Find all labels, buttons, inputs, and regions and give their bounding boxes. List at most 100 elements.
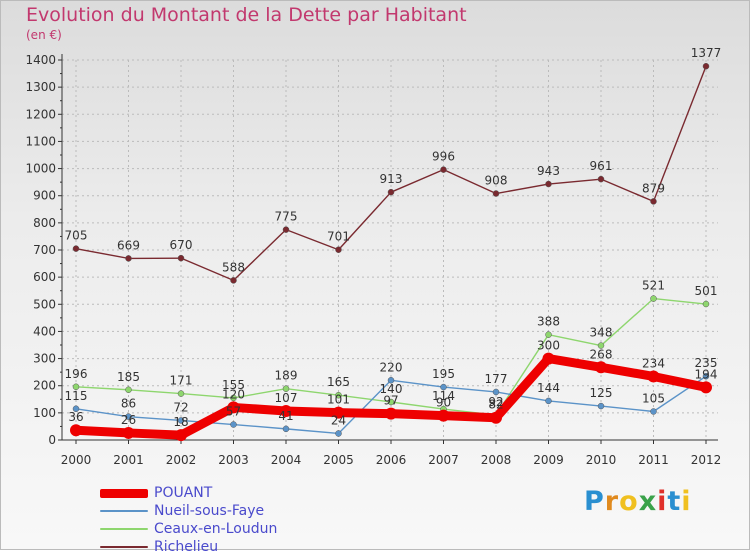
data-point-richelieu bbox=[335, 246, 342, 253]
data-label-richelieu: 913 bbox=[380, 172, 403, 186]
data-label-richelieu: 908 bbox=[485, 174, 508, 188]
data-point-nueil-sous-faye bbox=[335, 430, 342, 437]
y-tick-label: 1000 bbox=[25, 162, 56, 176]
legend-label: Nueil-sous-Faye bbox=[154, 503, 265, 519]
legend-swatch bbox=[100, 488, 148, 498]
y-tick-label: 800 bbox=[33, 216, 56, 230]
data-point-richelieu bbox=[597, 175, 605, 183]
data-point-ceaux-en-loudun bbox=[650, 295, 657, 302]
x-tick-label: 2008 bbox=[481, 453, 512, 467]
y-tick-label: 700 bbox=[33, 243, 56, 257]
x-tick-label: 2010 bbox=[586, 453, 617, 467]
legend-swatch bbox=[100, 528, 148, 530]
legend-swatch bbox=[100, 510, 148, 512]
y-tick-label: 400 bbox=[33, 324, 56, 338]
data-point-pouant bbox=[332, 406, 345, 419]
legend-label: POUANT bbox=[154, 485, 213, 501]
logo-letter: i bbox=[657, 486, 668, 517]
data-point-nueil-sous-faye bbox=[230, 421, 237, 428]
data-point-richelieu bbox=[650, 198, 657, 205]
legend-item-nueil-sous-faye: Nueil-sous-Faye bbox=[100, 502, 277, 520]
x-tick-label: 2012 bbox=[691, 453, 722, 467]
data-point-nueil-sous-faye bbox=[440, 383, 447, 391]
logo-letter: o bbox=[619, 486, 639, 517]
data-point-nueil-sous-faye bbox=[177, 417, 185, 424]
y-tick-label: 600 bbox=[33, 270, 56, 284]
data-label-richelieu: 670 bbox=[170, 238, 193, 252]
y-tick-label: 0 bbox=[48, 433, 56, 447]
data-label-richelieu: 775 bbox=[275, 210, 298, 224]
y-tick-label: 1100 bbox=[25, 134, 56, 148]
data-label-richelieu: 943 bbox=[537, 164, 560, 178]
x-tick-label: 2009 bbox=[533, 453, 564, 467]
data-point-nueil-sous-faye bbox=[650, 408, 657, 415]
data-point-richelieu bbox=[440, 166, 447, 173]
data-label-pouant: 101 bbox=[327, 393, 350, 407]
data-point-richelieu bbox=[177, 254, 185, 262]
data-point-ceaux-en-loudun bbox=[545, 331, 552, 338]
data-point-richelieu bbox=[125, 255, 132, 262]
data-label-ceaux-en-loudun: 521 bbox=[642, 279, 665, 293]
data-point-richelieu bbox=[282, 226, 290, 233]
data-label-richelieu: 996 bbox=[432, 150, 455, 164]
data-label-ceaux-en-loudun: 114 bbox=[432, 389, 455, 403]
data-label-ceaux-en-loudun: 171 bbox=[170, 374, 193, 388]
chart-subtitle: (en €) bbox=[26, 28, 62, 42]
data-labels-layer: 705 669 670 588 775 701 913 996 908 943 961 879 1377… bbox=[65, 46, 722, 429]
data-label-nueil-sous-faye: 24 bbox=[331, 413, 346, 427]
data-label-nueil-sous-faye: 177 bbox=[485, 372, 508, 386]
legend: POUANT Nueil-sous-Faye Ceaux-en-Loudun Rich… bbox=[100, 484, 277, 556]
data-point-pouant bbox=[280, 404, 292, 417]
data-point-pouant bbox=[647, 370, 660, 383]
data-point-ceaux-en-loudun bbox=[597, 342, 605, 349]
data-point-pouant bbox=[122, 426, 135, 439]
data-label-ceaux-en-loudun: 140 bbox=[380, 382, 403, 396]
data-label-nueil-sous-faye: 220 bbox=[380, 360, 403, 374]
y-tick-label: 1400 bbox=[25, 53, 56, 67]
series-layer bbox=[70, 62, 712, 442]
y-tick-label: 300 bbox=[33, 352, 56, 366]
y-tick-label: 900 bbox=[33, 189, 56, 203]
data-label-richelieu: 961 bbox=[590, 159, 613, 173]
data-point-nueil-sous-faye bbox=[702, 372, 710, 380]
data-label-ceaux-en-loudun: 155 bbox=[222, 378, 245, 392]
data-label-ceaux-en-loudun: 388 bbox=[537, 315, 560, 329]
chart-title: Evolution du Montant de la Dette par Hab… bbox=[26, 4, 467, 26]
data-point-pouant bbox=[385, 407, 397, 420]
data-label-nueil-sous-faye: 195 bbox=[432, 367, 455, 381]
data-label-pouant: 90 bbox=[436, 396, 451, 410]
legend-label: Ceaux-en-Loudun bbox=[154, 521, 278, 537]
data-label-richelieu: 879 bbox=[642, 181, 665, 195]
data-point-ceaux-en-loudun bbox=[335, 391, 342, 399]
x-tick-label: 2006 bbox=[376, 453, 407, 467]
data-point-nueil-sous-faye bbox=[492, 388, 500, 396]
x-tick-label: 2005 bbox=[323, 453, 354, 467]
y-tick-label: 500 bbox=[33, 297, 56, 311]
data-label-pouant: 36 bbox=[68, 410, 83, 424]
data-label-pouant: 234 bbox=[642, 356, 665, 370]
y-tick-label: 100 bbox=[33, 406, 56, 420]
data-label-richelieu: 669 bbox=[117, 238, 140, 252]
legend-label: Richelieu bbox=[154, 539, 219, 555]
data-point-nueil-sous-faye bbox=[125, 413, 132, 420]
legend-swatch bbox=[100, 546, 148, 548]
data-label-pouant: 82 bbox=[488, 398, 503, 412]
logo-letter: i bbox=[681, 486, 692, 517]
data-label-pouant: 120 bbox=[222, 387, 245, 401]
data-label-ceaux-en-loudun: 92 bbox=[488, 395, 503, 409]
logo-letter: P bbox=[584, 486, 605, 517]
logo-letter: t bbox=[667, 486, 682, 517]
data-point-pouant bbox=[490, 411, 502, 424]
data-point-pouant bbox=[227, 401, 240, 414]
data-point-pouant bbox=[542, 352, 555, 365]
data-point-pouant bbox=[595, 361, 607, 374]
x-tick-label: 2003 bbox=[218, 453, 249, 467]
data-point-richelieu bbox=[72, 245, 80, 252]
data-label-richelieu: 701 bbox=[327, 230, 350, 244]
data-point-nueil-sous-faye bbox=[282, 425, 290, 433]
data-label-richelieu: 588 bbox=[222, 260, 245, 274]
data-point-nueil-sous-faye bbox=[387, 377, 395, 384]
data-label-pouant: 18 bbox=[173, 415, 188, 429]
